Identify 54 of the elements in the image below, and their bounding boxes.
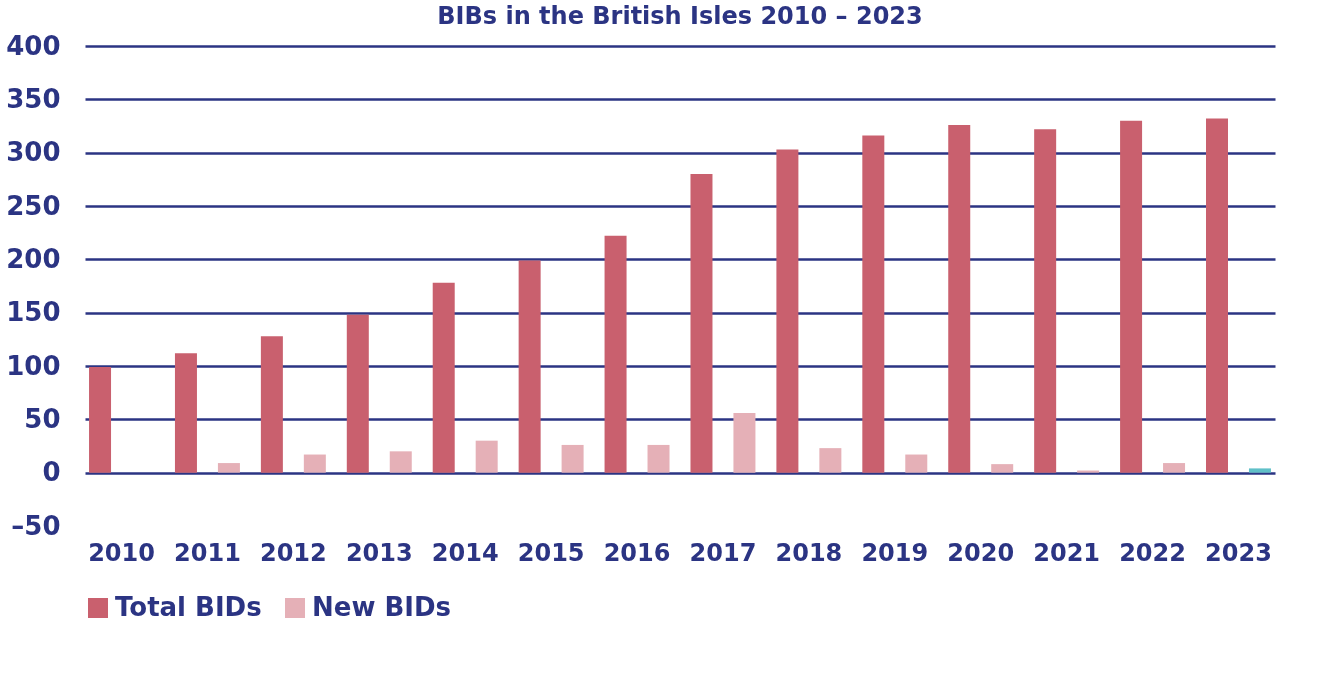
bar [561, 444, 584, 473]
x-tick-label: 2011 [174, 538, 241, 567]
bar [389, 451, 412, 473]
bar [518, 260, 541, 473]
bar [862, 135, 885, 473]
x-tick-label: 2017 [689, 538, 757, 567]
y-tick-label: 300 [6, 137, 61, 168]
y-tick-label: 150 [6, 297, 61, 328]
x-tick-label: 2010 [88, 538, 155, 567]
x-tick-label: 2016 [603, 538, 671, 567]
bar [948, 124, 971, 473]
x-tick-label: 2023 [1205, 538, 1272, 567]
x-tick-label: 2013 [345, 538, 413, 567]
y-tick-label: 100 [6, 350, 61, 381]
legend-label: New BIDs [312, 592, 452, 622]
x-tick-label: 2014 [431, 538, 499, 567]
bar [1163, 463, 1186, 473]
bar [604, 235, 627, 473]
x-tick-label: 2012 [259, 538, 327, 567]
chart-title: BIBs in the British Isles 2010 – 2023 [437, 2, 923, 30]
x-tick-label: 2015 [517, 538, 585, 567]
bar [1034, 129, 1057, 473]
x-tick-label: 2019 [861, 538, 929, 567]
x-tick-label: 2018 [775, 538, 843, 567]
bar [1077, 470, 1100, 473]
bar [776, 149, 799, 473]
legend-label: Total BIDs [115, 592, 262, 622]
bar [89, 367, 112, 473]
bar [733, 412, 756, 473]
bar [1120, 120, 1143, 473]
bar [905, 454, 928, 473]
bar [432, 282, 455, 473]
y-tick-label: –50 [11, 510, 61, 541]
y-tick-label: 250 [6, 190, 61, 221]
y-tick-label: 200 [6, 243, 61, 274]
y-tick-label: 50 [24, 403, 61, 434]
bar [217, 463, 240, 473]
bar [260, 336, 283, 473]
bar [991, 464, 1014, 473]
x-tick-label: 2021 [1033, 538, 1101, 567]
bar [1248, 468, 1271, 473]
bar [690, 174, 713, 473]
y-tick-label: 400 [6, 30, 61, 61]
bar [647, 444, 670, 473]
bar [1206, 118, 1228, 473]
bar [174, 353, 197, 473]
y-tick-label: 0 [42, 457, 61, 488]
bar [303, 454, 326, 473]
bar [475, 440, 498, 473]
x-tick-label: 2020 [947, 538, 1015, 567]
y-tick-label: 350 [6, 83, 61, 114]
bar [346, 314, 369, 473]
x-tick-label: 2022 [1119, 538, 1186, 567]
bar [819, 448, 842, 473]
